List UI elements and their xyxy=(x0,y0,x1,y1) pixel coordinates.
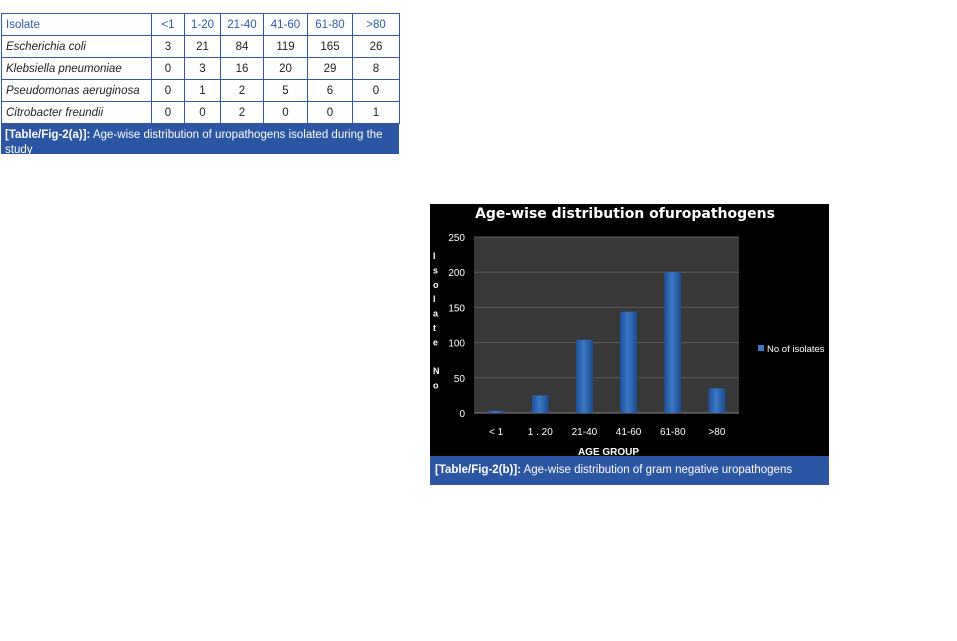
table-cell: 0 xyxy=(151,57,185,80)
table-caption-text: Age-wise distribution of uropathogens is… xyxy=(5,129,383,156)
table-cell: 20 xyxy=(263,57,308,80)
x-axis-label: AGE GROUP xyxy=(578,447,639,456)
header-isolate: Isolate xyxy=(1,13,152,36)
figure-caption-text: Age-wise distribution of gram negative u… xyxy=(521,464,793,476)
chart-title: Age-wise distribution ofuropathogens xyxy=(475,206,775,222)
y-axis-label-char: N xyxy=(433,366,440,376)
header-21-40: 21-40 xyxy=(220,13,264,36)
bar xyxy=(620,311,638,413)
x-tick-label: 61-80 xyxy=(660,427,686,438)
y-axis-label-char: e xyxy=(433,337,438,347)
isolate-name: Citrobacter freundii xyxy=(1,101,152,124)
table-cell: 0 xyxy=(352,79,400,102)
table-cell: 21 xyxy=(184,35,221,58)
x-tick-label: 21-40 xyxy=(572,427,598,438)
table-header-row: Isolate <1 1-20 21-40 41-60 61-80 >80 xyxy=(1,13,400,36)
table-cell: 0 xyxy=(184,101,221,124)
table-cell: 0 xyxy=(263,101,308,124)
x-tick-label: 1 . 20 xyxy=(528,427,553,438)
isolate-table-figure: Isolate <1 1-20 21-40 41-60 61-80 >80 Es… xyxy=(1,13,400,156)
header-41-60: 41-60 xyxy=(263,13,308,36)
table-cell: 1 xyxy=(184,79,221,102)
bar-chart: Age-wise distribution ofuropathogens 0 50 1… xyxy=(433,206,825,456)
table-row: Klebsiella pneumoniae 0 3 16 20 29 8 xyxy=(1,57,400,80)
legend-swatch xyxy=(758,345,764,351)
table-cell: 26 xyxy=(352,35,400,58)
header-61-80: 61-80 xyxy=(307,13,353,36)
isolate-table: Isolate <1 1-20 21-40 41-60 61-80 >80 Es… xyxy=(1,13,400,124)
bar xyxy=(708,388,726,413)
y-axis-label-char: o xyxy=(433,381,439,391)
header-gt80: >80 xyxy=(352,13,400,36)
table-cell: 6 xyxy=(307,79,353,102)
plot-area xyxy=(474,237,739,413)
y-axis-label-char: s xyxy=(433,265,438,275)
y-tick-label: 250 xyxy=(448,233,465,244)
y-axis-label-char: o xyxy=(433,280,439,290)
table-cell: 8 xyxy=(352,57,400,80)
table-cell: 0 xyxy=(151,79,185,102)
table-cell: 5 xyxy=(263,79,308,102)
table-cell: 119 xyxy=(263,35,308,58)
figure-caption: [Table/Fig-2(b)]: Age-wise distribution … xyxy=(430,456,829,485)
y-tick-label: 50 xyxy=(454,374,466,385)
x-tick-label: >80 xyxy=(708,427,725,438)
legend-label: No of isolates xyxy=(767,344,825,355)
table-cell: 84 xyxy=(220,35,264,58)
bar xyxy=(664,272,682,413)
table-row: Pseudomonas aeruginosa 0 1 2 5 6 0 xyxy=(1,79,400,102)
y-axis-label-char: a xyxy=(433,309,439,319)
isolate-name: Klebsiella pneumoniae xyxy=(1,57,152,80)
table-cell: 16 xyxy=(220,57,264,80)
x-tick-label: < 1 xyxy=(489,427,504,438)
table-cell: 2 xyxy=(220,79,264,102)
table-caption-label: [Table/Fig-2(a)]: xyxy=(5,129,91,141)
y-tick-label: 100 xyxy=(448,339,465,350)
y-tick-label: 0 xyxy=(459,409,465,420)
bar xyxy=(487,410,505,413)
x-tick-label: 41-60 xyxy=(616,427,642,438)
table-cell: 2 xyxy=(220,101,264,124)
bar xyxy=(575,339,593,413)
y-axis-label-char: I xyxy=(433,251,436,261)
table-cell: 3 xyxy=(184,57,221,80)
bar xyxy=(531,395,549,413)
table-cell: 0 xyxy=(307,101,353,124)
header-lt1: <1 xyxy=(151,13,185,36)
y-tick-label: 150 xyxy=(448,303,465,314)
table-cell: 3 xyxy=(151,35,185,58)
table-cell: 1 xyxy=(352,101,400,124)
table-cell: 29 xyxy=(307,57,353,80)
table-row: Escherichia coli 3 21 84 119 165 26 xyxy=(1,35,400,58)
figure-caption-label: [Table/Fig-2(b)]: xyxy=(435,464,522,476)
isolate-name: Escherichia coli xyxy=(1,35,152,58)
table-row: Citrobacter freundii 0 0 2 0 0 1 xyxy=(1,101,400,124)
bar-chart-figure: Age-wise distribution ofuropathogens 0 50 1… xyxy=(430,204,829,456)
table-caption: [Table/Fig-2(a)]: Age-wise distribution … xyxy=(1,124,399,156)
header-1-20: 1-20 xyxy=(184,13,221,36)
isolate-name: Pseudomonas aeruginosa xyxy=(1,79,152,102)
table-cell: 0 xyxy=(151,101,185,124)
y-axis-label-char: l xyxy=(433,294,436,304)
table-cell: 165 xyxy=(307,35,353,58)
y-tick-label: 200 xyxy=(448,268,465,279)
y-axis-label-char: t xyxy=(433,323,436,333)
